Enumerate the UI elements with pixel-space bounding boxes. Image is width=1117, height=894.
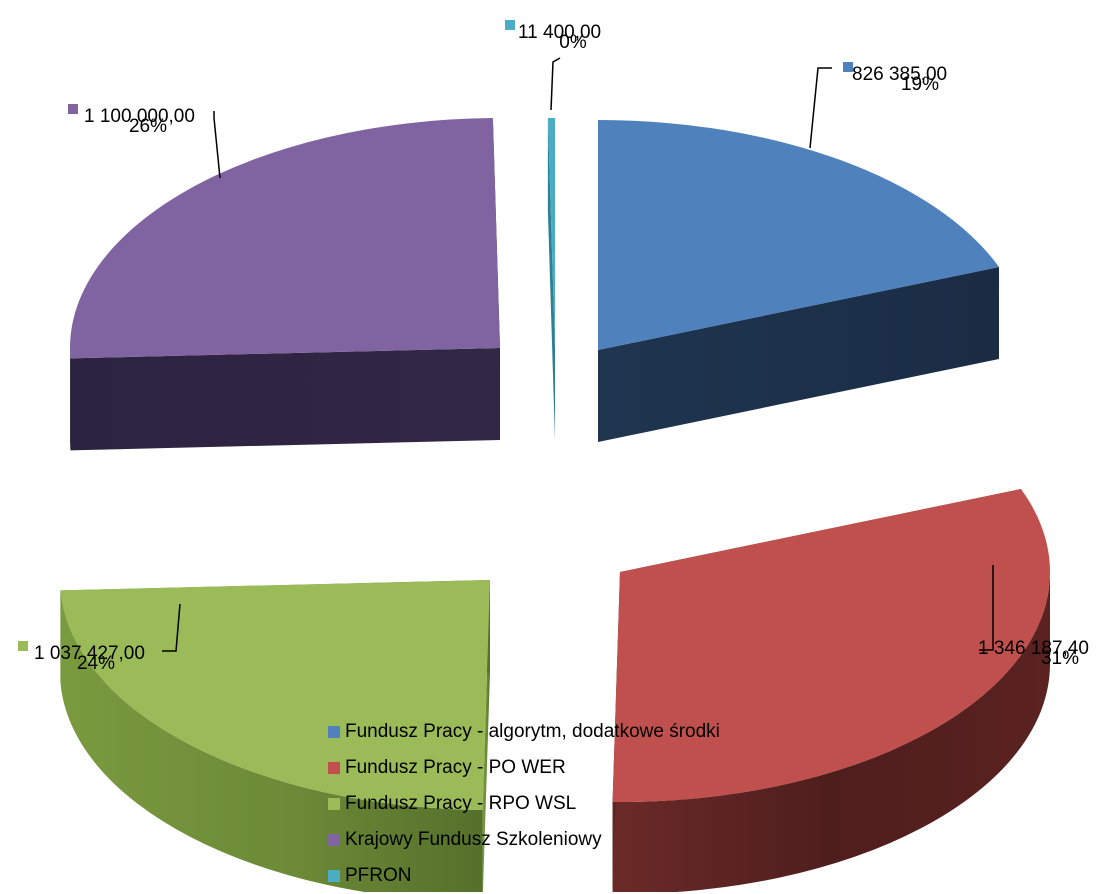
leader-line-5 [551,58,560,110]
legend-swatch-4 [328,834,340,846]
slice-5 [548,118,555,440]
legend-label-5: PFRON [345,865,412,887]
legend-item-5: PFRON [328,858,720,894]
legend-label-3: Fundusz Pracy - RPO WSL [345,793,576,815]
legend-label-2: Fundusz Pracy - PO WER [345,757,566,779]
legend-item-1: Fundusz Pracy - algorytm, dodatkowe środ… [328,714,720,750]
legend-label-4: Krajowy Fundusz Szkoleniowy [345,829,602,851]
legend: Fundusz Pracy - algorytm, dodatkowe środ… [328,714,720,894]
slice-4 [70,118,500,450]
label-swatch-4 [68,104,78,114]
legend-item-4: Krajowy Fundusz Szkoleniowy [328,822,720,858]
legend-item-2: Fundusz Pracy - PO WER [328,750,720,786]
legend-swatch-2 [328,762,340,774]
legend-swatch-3 [328,798,340,810]
slice-top-4 [70,118,500,358]
slice-1 [598,120,999,442]
slice-edge-4-0 [70,348,500,450]
legend-swatch-1 [328,726,340,738]
percent-label-3: 24% [77,653,115,674]
legend-swatch-5 [328,870,340,882]
legend-label-1: Fundusz Pracy - algorytm, dodatkowe środ… [345,721,720,743]
legend-item-3: Fundusz Pracy - RPO WSL [328,786,720,822]
percent-label-1: 19% [901,74,939,95]
percent-label-5: 0% [559,32,587,53]
label-swatch-3 [18,641,28,651]
leader-line-4 [214,111,220,178]
label-swatch-5 [505,20,515,30]
percent-label-2: 31% [1041,648,1079,669]
leader-line-1 [810,68,832,148]
percent-label-4: 26% [129,116,167,137]
